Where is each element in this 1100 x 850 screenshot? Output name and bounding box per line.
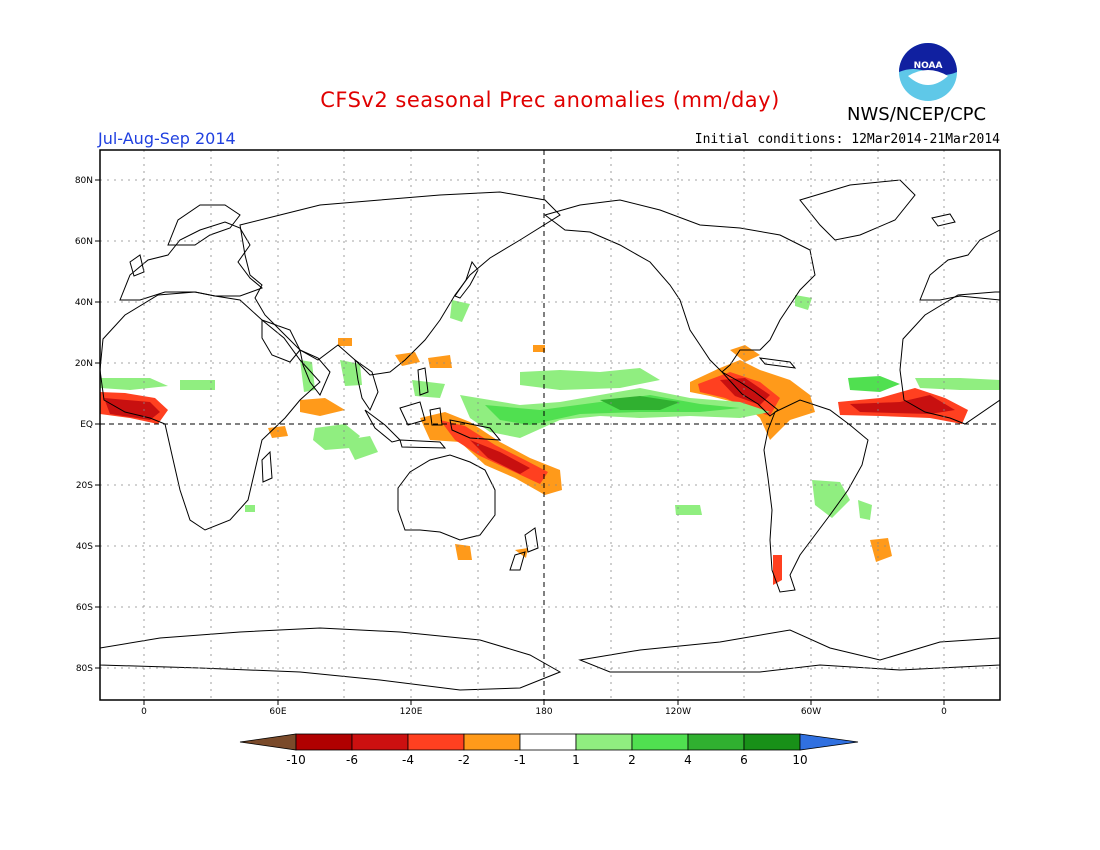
- colorbar-swatch: [631, 733, 689, 751]
- colorbar-swatch: [743, 733, 801, 751]
- colorbar-label: 6: [740, 753, 748, 767]
- lon-label: 120E: [400, 707, 423, 717]
- colorbar-swatch: [463, 733, 521, 751]
- colorbar-swatch: [575, 733, 633, 751]
- colorbar-swatch: [295, 733, 353, 751]
- lat-label: 40N: [75, 298, 93, 308]
- lat-label: 60N: [75, 237, 93, 247]
- anomaly-shading: [100, 295, 1000, 585]
- latitude-labels: 80N 60N 40N 20N EQ 20S 40S 60S 80S: [75, 176, 93, 674]
- colorbar-label: -4: [402, 753, 414, 767]
- colorbar-label: 2: [628, 753, 636, 767]
- season-label: Jul-Aug-Sep 2014: [98, 129, 236, 148]
- colorbar-swatch: [799, 733, 859, 751]
- equator-and-dateline: [100, 150, 1000, 700]
- agency-label: NWS/NCEP/CPC: [847, 104, 987, 125]
- colorbar-label: 1: [572, 753, 580, 767]
- lat-label: EQ: [80, 420, 93, 430]
- noaa-logo-icon: NOAA: [899, 43, 957, 101]
- svg-text:NOAA: NOAA: [914, 61, 943, 71]
- map-frame: [99, 149, 1001, 701]
- lon-label: 0: [141, 707, 147, 717]
- lat-label: 60S: [76, 603, 93, 613]
- colorbar-swatch: [687, 733, 745, 751]
- colorbar-label: -2: [458, 753, 470, 767]
- lat-label: 40S: [76, 542, 93, 552]
- graticule: [100, 150, 1000, 700]
- lat-label: 20S: [76, 481, 93, 491]
- colorbar-swatch: [519, 733, 577, 751]
- lat-label: 20N: [75, 359, 93, 369]
- map-area: [100, 150, 1000, 700]
- colorbar-labels: -10 -6 -4 -2 -1 1 2 4 6 10: [286, 753, 807, 767]
- colorbar-swatch: [407, 733, 465, 751]
- colorbar: [239, 733, 859, 751]
- lon-label: 60W: [801, 707, 821, 717]
- lon-label: 0: [941, 707, 947, 717]
- colorbar-label: 4: [684, 753, 692, 767]
- lat-label: 80S: [76, 664, 93, 674]
- initial-conditions-label: Initial conditions: 12Mar2014-21Mar2014: [694, 132, 1000, 147]
- colorbar-label: -1: [514, 753, 526, 767]
- colorbar-label: -10: [286, 753, 306, 767]
- longitude-labels: 0 60E 120E 180 120W 60W 0: [141, 707, 947, 717]
- colorbar-label: 10: [792, 753, 807, 767]
- colorbar-swatch: [239, 733, 297, 751]
- lon-label: 180: [535, 707, 552, 717]
- lat-label: 80N: [75, 176, 93, 186]
- lon-label: 120W: [665, 707, 691, 717]
- colorbar-label: -6: [346, 753, 358, 767]
- colorbar-swatch: [351, 733, 409, 751]
- map-title: CFSv2 seasonal Prec anomalies (mm/day): [320, 88, 780, 112]
- lon-label: 60E: [269, 707, 286, 717]
- coastlines: [100, 179, 1000, 691]
